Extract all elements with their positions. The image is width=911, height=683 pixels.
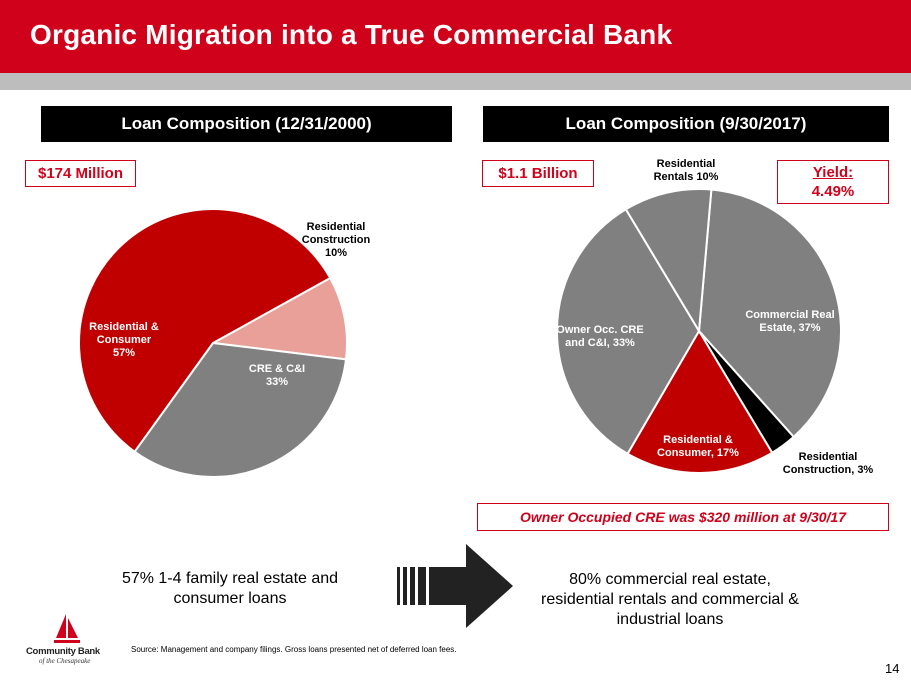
right-total-badge: $1.1 Billion [482,160,594,187]
pie1-label-3: Residential & Consumer 57% [89,321,159,359]
pie2-label-3: Residential & Consumer, 17% [657,434,739,459]
title-bar: Organic Migration into a True Commercial… [0,0,911,73]
yield-value: 4.49% [811,183,855,200]
pie1-slice-1 [209,276,348,361]
pie2-slice-5 [624,188,713,335]
left-total-badge: $174 Million [25,160,136,187]
owner-occupied-note: Owner Occupied CRE was $320 million at 9… [477,503,889,531]
pie2-slice-3 [626,329,774,474]
title-underline-bar [0,73,911,90]
yield-badge: Yield: 4.49% [777,160,889,204]
pie1-slice-2 [133,341,348,478]
summary-left: 57% 1-4 family real estate and consumer … [80,569,380,609]
pie1-slice-3 [78,208,332,454]
right-chart-header: Loan Composition (9/30/2017) [483,106,889,142]
pie1-label-1: Residential Construction 10% [302,221,371,259]
logo-name: Community Bank [26,646,100,657]
summary-right-line-1: 80% commercial real estate, [569,571,771,588]
left-chart-header: Loan Composition (12/31/2000) [41,106,452,142]
summary-left-line-2: consumer loans [173,590,287,607]
yield-label: Yield: [812,164,854,181]
company-logo: Community Bank of the Chesapeake [26,612,106,668]
pie2-label-5: Residential Rentals 10% [654,158,719,183]
page-number: 14 [885,661,900,676]
summary-right: 80% commercial real estate, residential … [510,570,830,630]
page-title: Organic Migration into a True Commercial… [30,19,673,50]
pie2-label-1: Commercial Real Estate, 37% [745,309,834,334]
logo-subtitle: of the Chesapeake [39,657,91,665]
summary-right-line-3: industrial loans [616,611,724,628]
pie2-label-2: Residential Construction, 3% [783,451,874,476]
source-note: Source: Management and company filings. … [131,645,457,654]
pie1-label-2: CRE & C&I 33% [249,363,305,388]
pie2-label-4: Owner Occ. CRE and C&I, 33% [556,324,643,349]
summary-left-line-1: 57% 1-4 family real estate and [121,570,339,587]
sail-logo-icon [54,614,80,643]
pie2-slice-1 [697,188,842,439]
summary-right-line-2: residential rentals and commercial & [541,591,799,608]
pie2-slice-4 [556,207,701,456]
